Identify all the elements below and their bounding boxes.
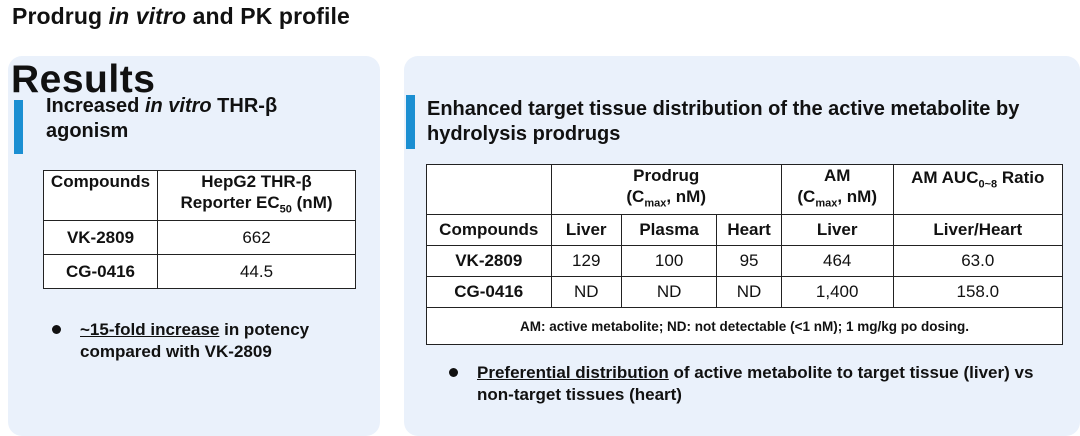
header-ratio-sub: 0~8: [978, 178, 998, 191]
subheader-liver-heart: Liver/Heart: [892, 214, 1064, 247]
header-ratio-a: AM AUC: [911, 168, 979, 187]
left-bullet-underlined: ~15-fold increase: [80, 320, 220, 339]
header-am-line2a: (C: [797, 187, 816, 206]
ec50-value-cell: 44.5: [157, 254, 356, 290]
left-accent-bar: [14, 100, 23, 154]
ec50-table: Compounds HepG2 THR-β Reporter EC50 (nM)…: [43, 169, 356, 290]
right-bullet-text: Preferential distribution of active meta…: [477, 362, 1037, 406]
ec50-table-header: Compounds HepG2 THR-β Reporter EC50 (nM): [43, 169, 356, 222]
header-am-line1: AM: [823, 166, 851, 185]
plasma-cell: ND: [620, 276, 718, 309]
left-bullet-rest: in potency compared with VK-2809: [80, 320, 310, 361]
table-row: CG-0416 44.5: [43, 254, 356, 290]
compound-cell: VK-2809: [426, 245, 552, 278]
compound-cell: CG-0416: [43, 254, 158, 290]
heart-cell: ND: [716, 276, 782, 309]
ratio-cell: 63.0: [892, 245, 1064, 278]
page-title-prefix: Prodrug: [12, 3, 109, 29]
header-hepg2-line2b: (nM): [291, 193, 333, 212]
subheader-compounds: Compounds: [426, 214, 552, 247]
left-heading-italic: in vitro: [144, 95, 212, 117]
header-am-auc-ratio: AM AUC0~8 Ratio: [892, 163, 1064, 216]
left-bullet-text: ~15-fold increase in potency compared wi…: [80, 319, 360, 363]
left-heading-prefix: Increased: [46, 95, 145, 117]
am-liver-cell: 464: [780, 245, 894, 278]
header-prodrug-sub: max: [644, 197, 667, 210]
left-heading-suffix: THR-β agonism: [46, 95, 278, 142]
header-prodrug-line2b: , nM): [666, 187, 706, 206]
table-row: CG-0416 ND ND ND 1,400 158.0: [426, 276, 1064, 309]
ec50-value-cell: 662: [157, 220, 356, 256]
page-title-italic: in vitro: [108, 3, 187, 29]
header-prodrug: Prodrug (Cmax, nM): [550, 163, 782, 216]
header-compounds: Compounds: [43, 169, 158, 222]
table-row: VK-2809 662: [43, 220, 356, 256]
results-heading: Results: [11, 58, 156, 101]
ratio-cell: 158.0: [892, 276, 1064, 309]
subheader-liver: Liver: [550, 214, 622, 247]
subheader-heart: Heart: [716, 214, 782, 247]
header-prodrug-line2a: (C: [626, 187, 645, 206]
table-footnote: AM: active metabolite; ND: not detectabl…: [426, 307, 1063, 346]
left-section-heading: Increased in vitro THR-β agonism: [46, 94, 346, 144]
liver-cell: 129: [550, 245, 622, 278]
header-am-sub: max: [815, 197, 838, 210]
header-ratio-b: Ratio: [997, 168, 1045, 187]
header-hepg2-sub: 50: [279, 203, 292, 216]
liver-cell: ND: [550, 276, 622, 309]
right-bullet-underlined: Preferential distribution: [477, 363, 669, 382]
subheader-plasma: Plasma: [620, 214, 718, 247]
right-accent-bar: [406, 95, 415, 149]
plasma-cell: 100: [620, 245, 718, 278]
header-am: AM (Cmax, nM): [780, 163, 894, 216]
compound-cell: VK-2809: [43, 220, 158, 256]
page-title-suffix: and PK profile: [186, 3, 350, 29]
table-note-row: AM: active metabolite; ND: not detectabl…: [426, 307, 1063, 346]
right-bullet-dot: [449, 368, 458, 377]
right-bullet-rest: of active metabolite to target tissue (l…: [477, 363, 1034, 404]
heart-cell: 95: [716, 245, 782, 278]
compound-cell: CG-0416: [426, 276, 552, 309]
pk-table-subheader: Compounds Liver Plasma Heart Liver Liver…: [426, 214, 1064, 247]
header-hepg2-ec50: HepG2 THR-β Reporter EC50 (nM): [157, 169, 356, 222]
header-prodrug-line1: Prodrug: [633, 166, 700, 185]
table-row: VK-2809 129 100 95 464 63.0: [426, 245, 1064, 278]
pk-table: Prodrug (Cmax, nM) AM (Cmax, nM) AM AUC0…: [426, 163, 1064, 346]
subheader-am-liver: Liver: [780, 214, 894, 247]
left-bullet-dot: [52, 325, 61, 334]
page-title: Prodrug in vitro and PK profile: [12, 3, 350, 30]
header-blank: [426, 163, 552, 216]
am-liver-cell: 1,400: [780, 276, 894, 309]
header-hepg2-line2a: Reporter EC: [180, 193, 280, 212]
right-section-heading: Enhanced target tissue distribution of t…: [427, 98, 1020, 145]
pk-table-header: Prodrug (Cmax, nM) AM (Cmax, nM) AM AUC0…: [426, 163, 1064, 216]
header-hepg2-line1: HepG2 THR-β: [201, 172, 312, 191]
header-am-line2b: , nM): [837, 187, 877, 206]
